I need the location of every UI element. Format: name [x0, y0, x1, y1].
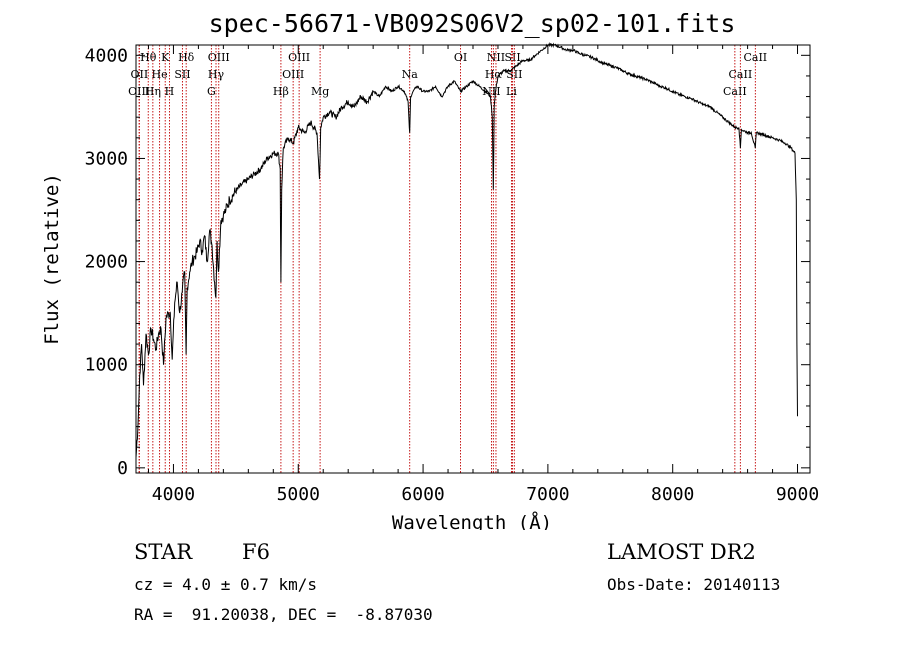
plot-frame — [135, 44, 811, 474]
marker-label: CaII — [723, 85, 747, 98]
axes: 4000 5000 6000 7000 8000 9000 0 1000 2000 3000 400… — [85, 45, 819, 505]
spectrum-chart: spec-56671-VB092S06V2_sp02-101.fits Hθ K H… — [41, 9, 819, 530]
marker-label: G — [207, 85, 216, 98]
marker-label: H — [165, 85, 175, 98]
x-tick-label: 7000 — [526, 484, 569, 505]
marker-label: OIII — [208, 51, 230, 64]
y-tick-label: 3000 — [85, 148, 128, 169]
y-axis-label: Flux (relative) — [41, 173, 63, 345]
marker-label: OII — [131, 68, 149, 81]
x-tick-label: 4000 — [152, 484, 195, 505]
marker-label: OI — [454, 51, 467, 64]
x-tick-label: 5000 — [277, 484, 320, 505]
marker-label: NII — [487, 51, 505, 64]
marker-label: Hβ — [273, 85, 289, 98]
marker-label: K — [161, 51, 170, 64]
spectrum-line — [135, 42, 798, 458]
marker-label: Hη — [145, 85, 161, 98]
marker-label: CaII — [729, 68, 753, 81]
marker-label: Hα — [485, 68, 503, 81]
marker-label: Hδ — [178, 51, 195, 64]
object-class: STAR — [134, 540, 193, 564]
marker-label: CaII — [743, 51, 767, 64]
y-tick-label: 1000 — [85, 355, 128, 376]
chart-title: spec-56671-VB092S06V2_sp02-101.fits — [209, 9, 736, 38]
marker-label: Li — [506, 85, 517, 98]
y-tick-label: 2000 — [85, 252, 128, 273]
y-tick-label: 0 — [117, 458, 128, 479]
survey-name: LAMOST DR2 — [607, 540, 756, 564]
marker-label: SII — [504, 51, 520, 64]
marker-label: OIII — [282, 68, 304, 81]
x-axis-label: Wavelength (Å) — [392, 511, 552, 530]
marker-label: OIII — [128, 85, 150, 98]
spectrum-series — [135, 42, 798, 458]
obs-date: Obs-Date: 20140113 — [607, 575, 781, 594]
subclass: F6 — [242, 540, 270, 564]
y-tick-label: 4000 — [85, 45, 128, 66]
marker-label: Mg — [311, 85, 329, 98]
marker-label: OIII — [288, 51, 310, 64]
coordinates-readout: RA = 91.20038, DEC = -8.87030 — [134, 605, 433, 624]
redshift-readout: cz = 4.0 ± 0.7 km/s — [134, 575, 318, 594]
marker-label: He — [152, 68, 168, 81]
marker-label: Hγ — [208, 68, 225, 81]
marker-label: SII — [174, 68, 190, 81]
marker-label: Na — [402, 68, 419, 81]
x-tick-label: 9000 — [776, 484, 819, 505]
x-tick-label: 6000 — [401, 484, 444, 505]
x-tick-label: 8000 — [651, 484, 694, 505]
marker-label: Hθ — [140, 51, 157, 64]
